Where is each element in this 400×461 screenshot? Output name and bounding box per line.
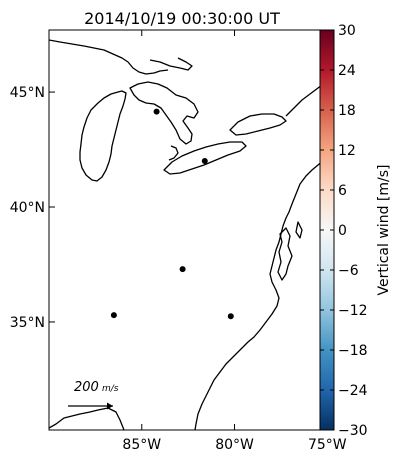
lake-huron-outline [129,81,199,145]
lake-ontario-outline [229,113,287,136]
lon-tick-label: 85°W [122,437,161,453]
colorbar-tick-label: −6 [338,263,359,279]
station-marker [153,108,160,115]
colorbar-tick-label: 30 [338,23,356,39]
lat-tick-label: 40°N [10,200,45,216]
map-area: 200 m/s 85°W 80°W 75°W 45°N 40°N 35°N [10,29,347,453]
colorbar-ticks: 30 24 18 12 6 0 −6 −12 −18 −24 −30 [320,23,368,439]
colorbar-tick-label: 6 [338,183,347,199]
chesapeake-bay [277,227,293,281]
colorbar-tick-label: −24 [338,383,368,399]
map-title: 2014/10/19 00:30:00 UT [84,9,280,28]
atlantic-coastline [194,157,331,430]
scale-arrow-head [107,402,113,410]
station-marker [179,266,186,273]
lake-superior-outline [49,39,169,75]
colorbar-tick-label: 0 [338,223,347,239]
map-background [49,30,331,430]
longitude-axis: 85°W 80°W 75°W [122,30,347,453]
lat-tick-label: 45°N [10,85,45,101]
lake-erie-outline [163,141,247,175]
lon-tick-label: 80°W [215,437,254,453]
station-markers [110,108,234,320]
colorbar-tick-label: −18 [338,343,368,359]
lon-tick-label: 75°W [308,437,347,453]
lake-superior-east-outline [149,57,193,71]
lat-tick-label: 35°N [10,315,45,331]
colorbar-tick-label: −12 [338,303,368,319]
colorbar-tick-label: 24 [338,63,356,79]
gulf-coastline [49,407,125,430]
lake-michigan-outline [79,90,127,182]
scale-arrow-unit: m/s [102,384,119,394]
station-marker [201,158,208,164]
latitude-axis: 45°N 40°N 35°N [10,85,331,331]
scale-arrow-legend: 200 m/s [68,380,119,410]
colorbar-label: Vertical wind [m/s] [376,165,392,296]
colorbar-tick-label: −30 [338,423,368,439]
delaware-bay [295,221,303,239]
colorbar-tick-label: 12 [338,143,356,159]
scale-arrow-value: 200 [74,380,99,395]
lake-st-clair [168,145,179,161]
station-marker [227,313,234,320]
colorbar: 30 24 18 12 6 0 −6 −12 −18 −24 −30 Vertical wind [… [319,23,392,439]
colorbar-tick-label: 18 [338,103,356,119]
station-marker [110,312,117,319]
